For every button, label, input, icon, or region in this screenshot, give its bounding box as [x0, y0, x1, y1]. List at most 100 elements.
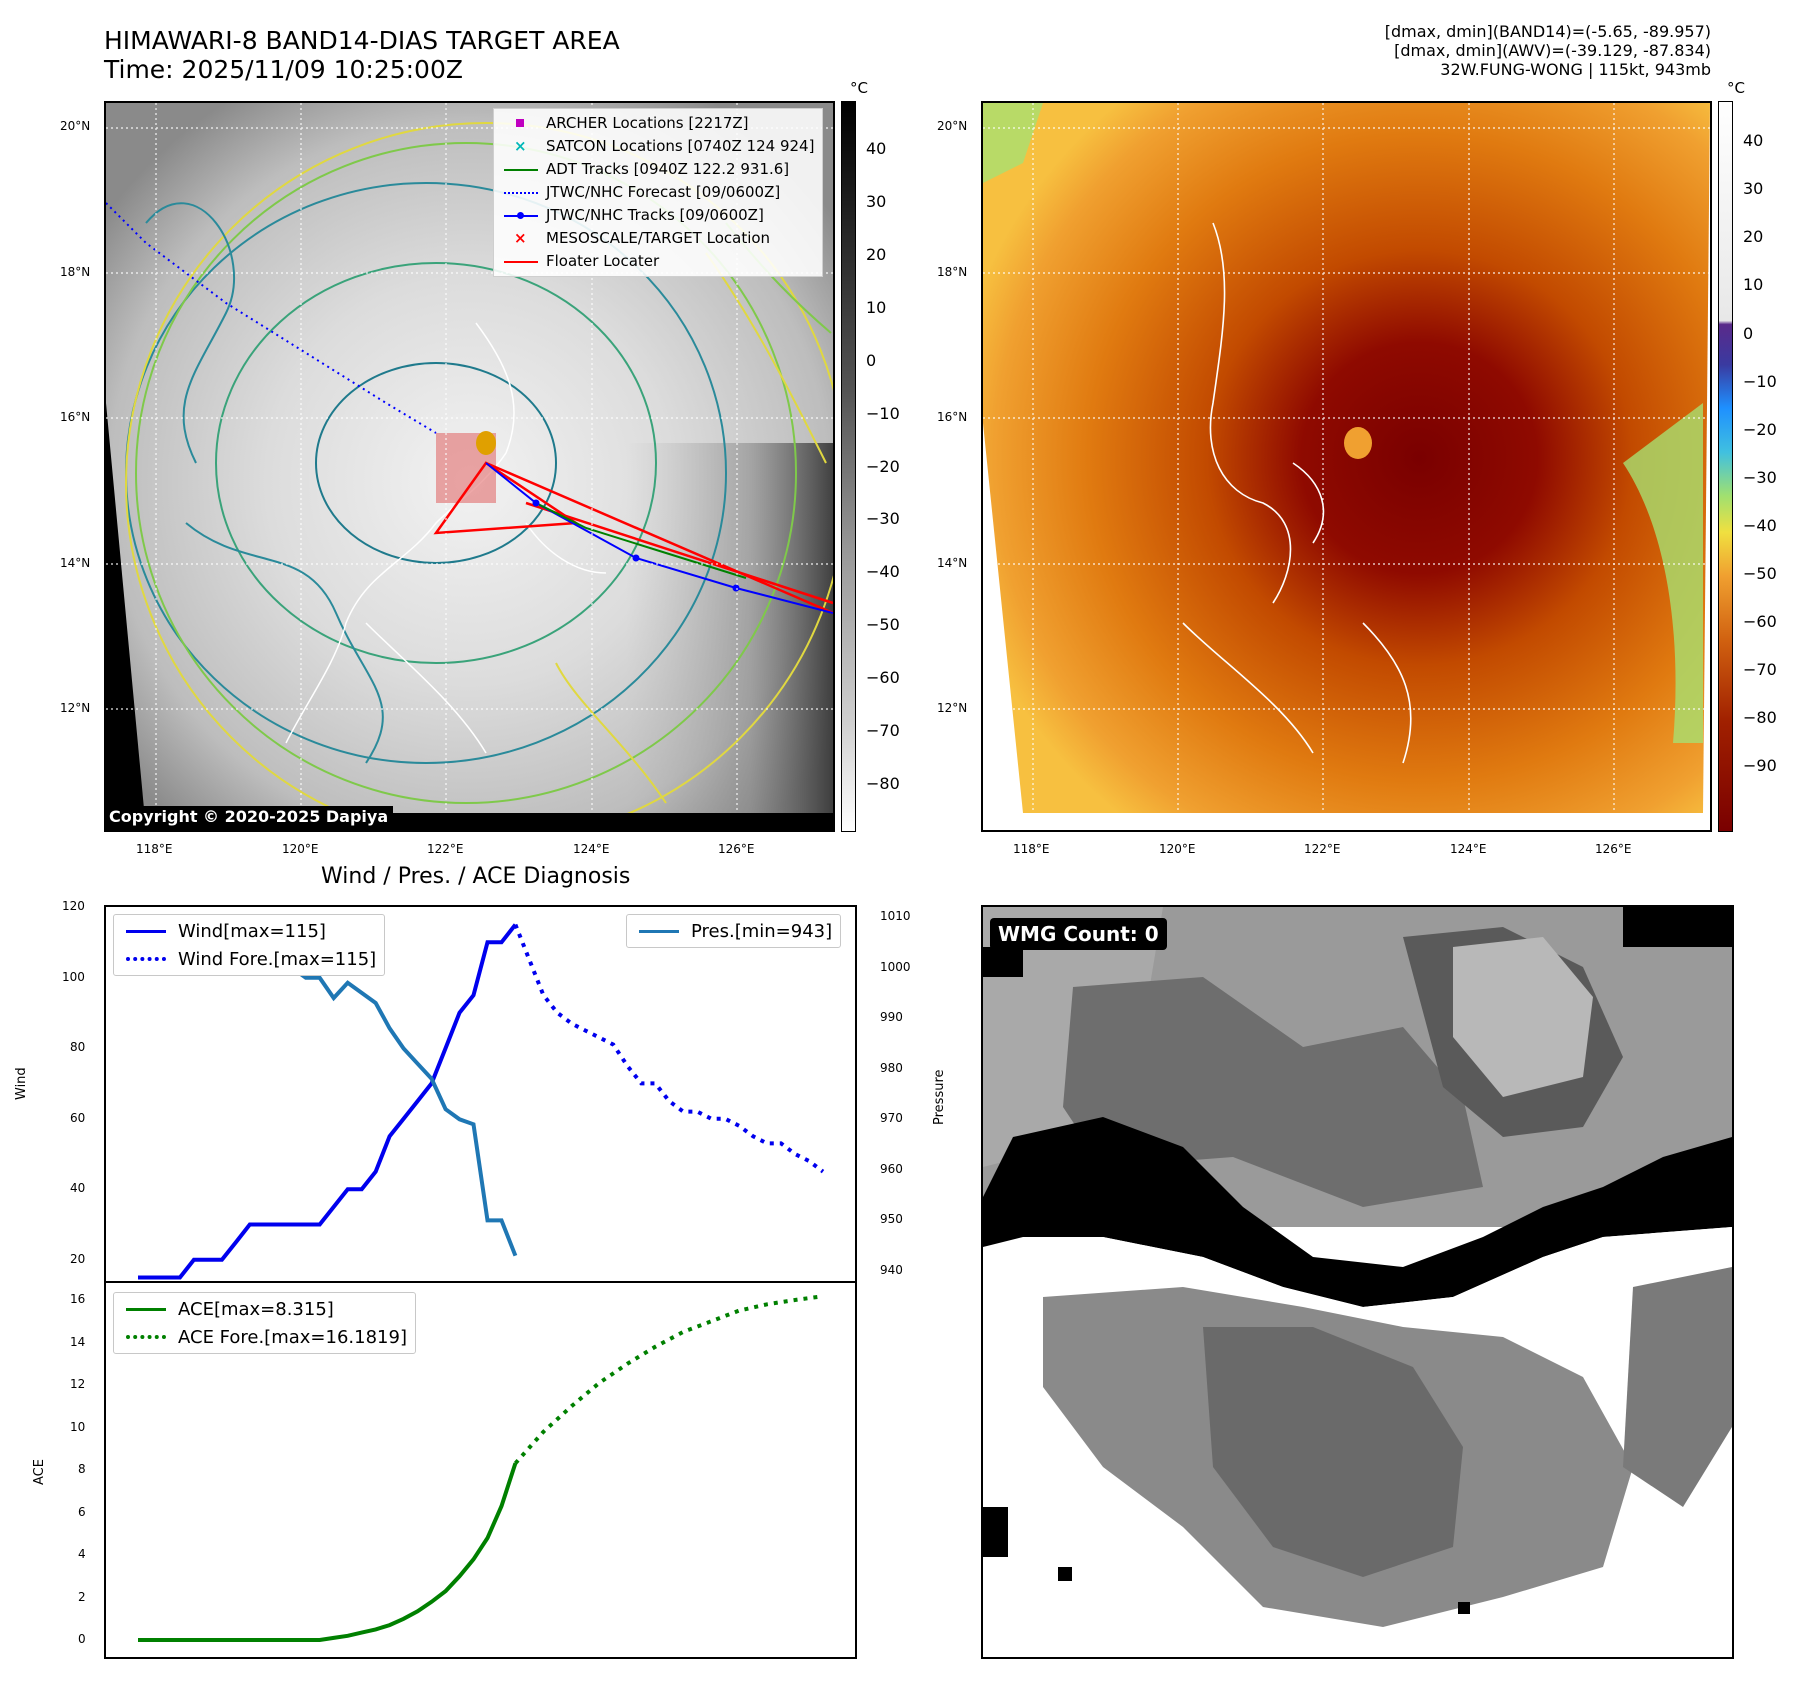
colorbar-tick-label: −70 — [866, 721, 900, 741]
colorbar-tick-label: 10 — [1743, 275, 1764, 295]
lat-label: 12°N — [60, 701, 91, 715]
figure-title: HIMAWARI-8 BAND14-DIAS TARGET AREA Time:… — [104, 26, 620, 84]
legend-ace-fore: ACE Fore.[max=16.1819] — [122, 1323, 407, 1351]
ace-axis-label: ACE — [32, 1459, 47, 1485]
ace-legend: ACE[max=8.315] ACE Fore.[max=16.1819] — [113, 1292, 416, 1354]
square-icon — [502, 112, 546, 135]
colorbar-tick-label: 10 — [866, 297, 887, 317]
pressure-tick-label: 990 — [880, 1010, 903, 1025]
ace-tick-label: 12 — [70, 1377, 86, 1391]
colorbar1 — [841, 101, 856, 832]
wind-tick-label: 80 — [70, 1040, 86, 1055]
colorbar-tick-label: 40 — [1743, 131, 1764, 151]
colorbar-tick-label: −80 — [866, 774, 900, 794]
colorbar-tick-label: −50 — [1743, 563, 1777, 583]
colorbar-tick-label: −70 — [1743, 660, 1777, 680]
wind-legend: Wind[max=115] Wind Fore.[max=115] — [113, 914, 386, 976]
legend-satcon: × SATCON Locations [0740Z 124 924] — [502, 135, 814, 158]
ace-forecast-line — [513, 1294, 824, 1465]
colorbar-tick-label: −80 — [1743, 708, 1777, 728]
stats-line-1: [dmax, dmin](BAND14)=(-5.65, -89.957) — [1384, 22, 1711, 41]
legend-ace: ACE[max=8.315] — [122, 1295, 407, 1323]
lat-label: 20°N — [937, 119, 968, 133]
lat-label: 18°N — [60, 265, 91, 279]
pressure-tick-label: 980 — [880, 1060, 903, 1075]
ace-tick-label: 0 — [78, 1632, 86, 1646]
line-icon — [122, 917, 170, 945]
ace-tick-label: 14 — [70, 1334, 86, 1349]
wmg-panel — [981, 905, 1734, 1659]
stats-line-3: 32W.FUNG-WONG | 115kt, 943mb — [1440, 60, 1711, 79]
line-icon — [502, 158, 546, 181]
lon-label: 118°E — [1013, 842, 1050, 856]
lon-label: 118°E — [136, 842, 173, 856]
colorbar2-unit: °C — [1727, 79, 1745, 97]
lat-label: 18°N — [937, 265, 968, 279]
colorbar-tick-label: −60 — [866, 668, 900, 688]
lon-label: 126°E — [1595, 842, 1632, 856]
ace-canvas — [138, 1294, 824, 1642]
colorbar-tick-label: 30 — [866, 191, 887, 211]
pressure-legend: Pres.[min=943] — [626, 914, 842, 948]
colorbar-tick-label: −60 — [1743, 611, 1777, 631]
pressure-axis-label: Pressure — [932, 1069, 947, 1125]
colorbar-tick-label: −40 — [866, 562, 900, 582]
legend-adt: ADT Tracks [0940Z 122.2 931.6] — [502, 158, 814, 181]
ir-map-image — [106, 103, 833, 830]
legend-wind-fore: Wind Fore.[max=115] — [122, 945, 376, 973]
colorbar1-unit: °C — [850, 79, 868, 97]
stats-line-2: [dmax, dmin](AWV)=(-39.129, -87.834) — [1394, 41, 1711, 60]
wind-forecast-line — [513, 923, 825, 1174]
wind-line — [138, 923, 517, 1280]
colorbar-tick-label: −10 — [866, 403, 900, 423]
colorbar-tick-label: −20 — [866, 456, 900, 476]
copyright-label: Copyright © 2020-2025 Dapiya — [104, 806, 394, 827]
dotted-line-icon — [122, 1323, 170, 1351]
lon-label: 120°E — [282, 842, 319, 856]
lat-label: 16°N — [937, 410, 968, 424]
line-icon — [502, 250, 546, 273]
lat-label: 16°N — [60, 410, 91, 424]
wind-tick-label: 100 — [62, 969, 85, 984]
lon-label: 122°E — [1304, 842, 1341, 856]
pressure-tick-label: 950 — [880, 1212, 903, 1227]
color-ir-map-image — [983, 103, 1710, 830]
title-line-1: HIMAWARI-8 BAND14-DIAS TARGET AREA — [104, 26, 620, 55]
map-legend: ARCHER Locations [2217Z] × SATCON Locati… — [493, 108, 824, 277]
pressure-tick-label: 940 — [880, 1262, 903, 1277]
x-mark-icon: × — [514, 137, 527, 155]
figure-stats: [dmax, dmin](BAND14)=(-5.65, -89.957) [d… — [1385, 22, 1711, 79]
colorbar-tick-label: −90 — [1743, 756, 1777, 776]
wind-tick-label: 40 — [70, 1181, 86, 1196]
colorbar-tick-label: −10 — [1743, 371, 1777, 391]
color-ir-map-panel — [981, 101, 1712, 832]
x-mark-icon: × — [514, 229, 527, 247]
ace-tick-label: 6 — [78, 1504, 86, 1519]
legend-jtwc-tracks: JTWC/NHC Tracks [09/0600Z] — [502, 204, 814, 227]
colorbar-tick-label: −50 — [866, 615, 900, 635]
wind-tick-label: 20 — [70, 1251, 86, 1266]
diag-title: Wind / Pres. / ACE Diagnosis — [321, 864, 631, 889]
lon-label: 126°E — [718, 842, 755, 856]
pressure-tick-label: 1010 — [880, 909, 911, 924]
line-icon — [122, 1295, 170, 1323]
wind-tick-label: 120 — [62, 899, 85, 913]
wind-tick-label: 60 — [70, 1110, 86, 1125]
colorbar-tick-label: −20 — [1743, 419, 1777, 439]
ace-tick-label: 10 — [70, 1419, 86, 1434]
colorbar-tick-label: 0 — [866, 350, 877, 370]
ace-tick-label: 8 — [78, 1462, 86, 1476]
pressure-tick-label: 970 — [880, 1111, 903, 1126]
ace-line — [138, 1462, 518, 1642]
colorbar-tick-label: −30 — [1743, 467, 1777, 487]
lat-label: 14°N — [60, 556, 91, 570]
title-line-2: Time: 2025/11/09 10:25:00Z — [104, 55, 463, 84]
legend-archer: ARCHER Locations [2217Z] — [502, 112, 814, 135]
ace-tick-label: 4 — [78, 1547, 86, 1561]
legend-pressure: Pres.[min=943] — [635, 917, 832, 945]
lon-label: 124°E — [573, 842, 610, 856]
wind-axis-label: Wind — [14, 1067, 29, 1100]
lat-label: 20°N — [60, 119, 91, 133]
wmg-count-badge: WMG Count: 0 — [990, 918, 1167, 950]
colorbar-tick-label: 20 — [1743, 227, 1764, 247]
